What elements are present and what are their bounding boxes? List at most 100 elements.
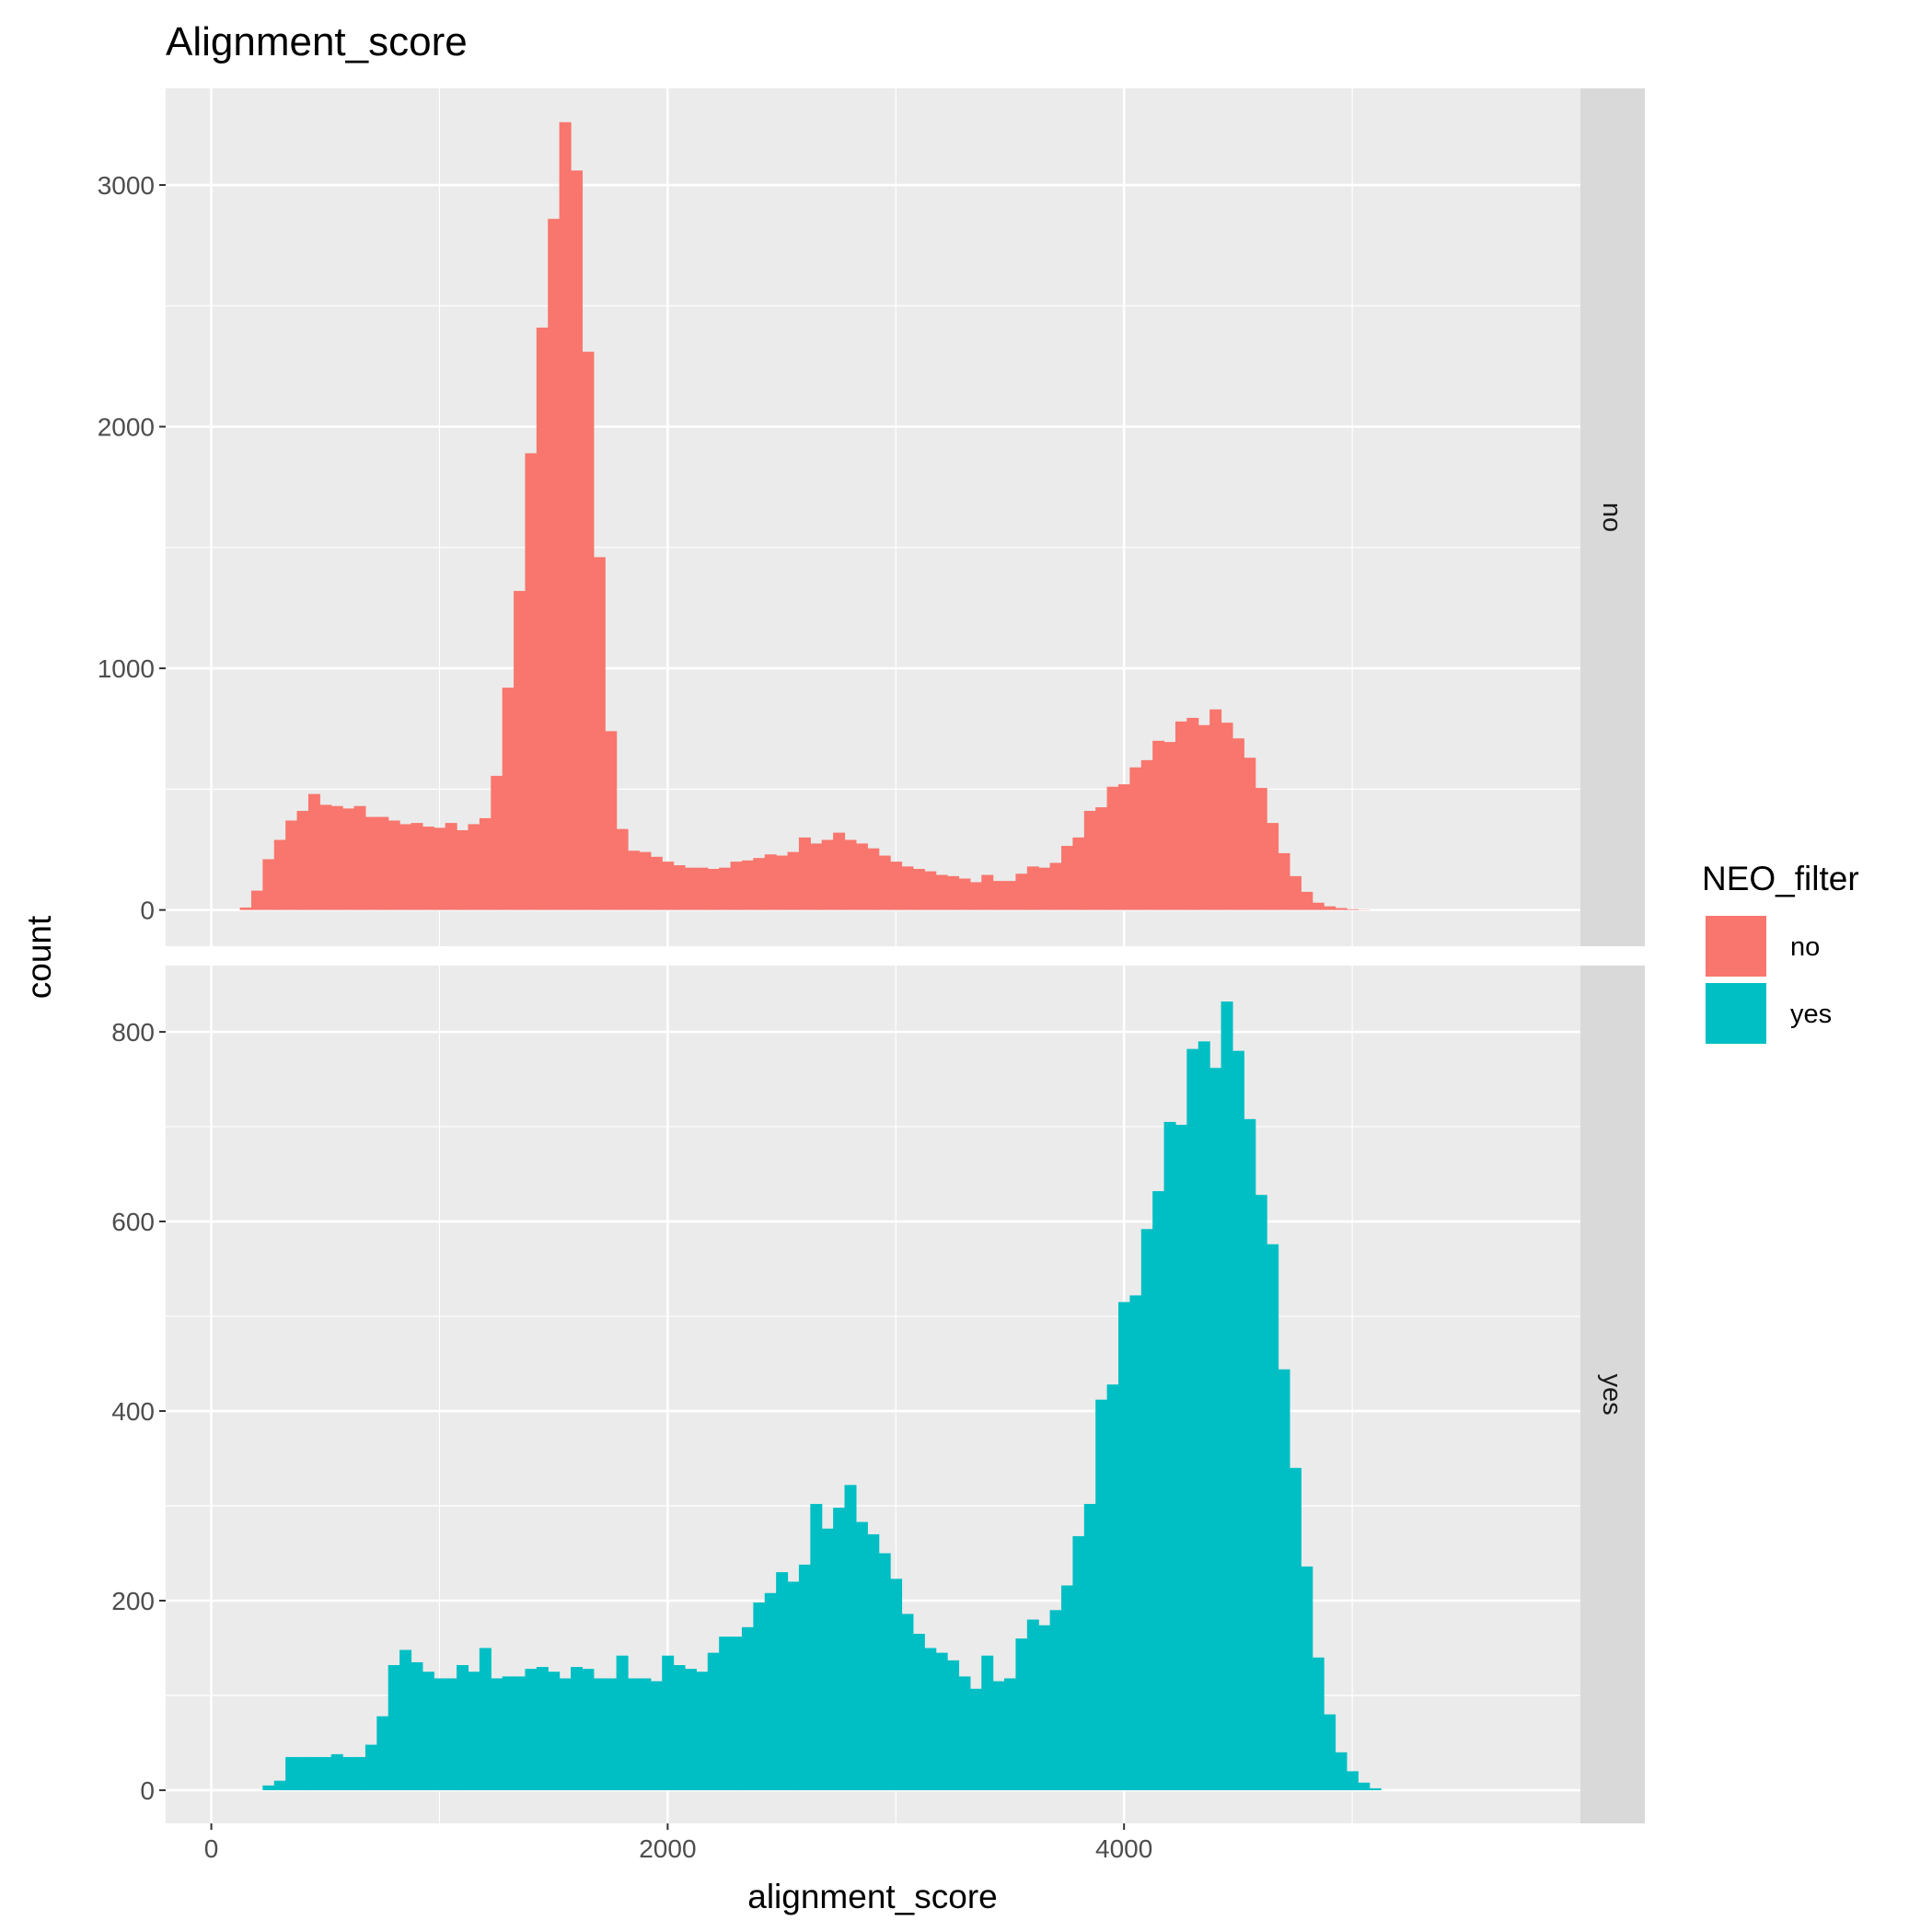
histogram-bar — [411, 1661, 423, 1790]
histogram-bar — [364, 1744, 377, 1790]
histogram-bar — [1049, 1610, 1062, 1790]
histogram-bar — [1232, 738, 1244, 910]
histogram-bar — [1038, 1625, 1051, 1790]
histogram-bar — [1026, 1619, 1039, 1790]
histogram-bar — [1049, 862, 1062, 910]
histogram-bar — [1083, 810, 1096, 910]
histogram-bar — [468, 824, 480, 910]
histogram-bar — [1346, 908, 1359, 910]
histogram-bar — [764, 1592, 777, 1790]
histogram-bar — [1278, 852, 1290, 910]
x-tick-label: 4000 — [1095, 1834, 1152, 1863]
histogram-bar — [434, 827, 446, 910]
histogram-bar — [1358, 1782, 1371, 1790]
x-tick-label: 0 — [204, 1834, 219, 1863]
histogram-bar — [833, 1508, 846, 1790]
histogram-bars-yes — [262, 1001, 1382, 1790]
histogram-bar — [1083, 1503, 1096, 1790]
histogram-bar — [445, 823, 457, 910]
histogram-bar — [1186, 1048, 1199, 1790]
chart-title: Alignment_score — [166, 19, 468, 64]
histogram-bar — [1369, 1787, 1382, 1790]
histogram-bar — [262, 859, 275, 910]
histogram-bar — [1197, 724, 1210, 910]
histogram-bar — [639, 1678, 652, 1790]
histogram-bar — [947, 875, 960, 910]
histogram-bar — [821, 839, 834, 910]
histogram-bar — [992, 1681, 1005, 1790]
histogram-bar — [650, 1681, 663, 1790]
histogram-bar — [935, 874, 948, 910]
histogram-bar — [798, 1564, 811, 1790]
histogram-bar — [273, 839, 286, 910]
histogram-bar — [810, 843, 823, 910]
histogram-bar — [593, 557, 606, 910]
histogram-bar — [1244, 1118, 1256, 1790]
x-axis-ticks: 0 2000 4000 — [204, 1823, 1152, 1863]
histogram-bar — [536, 327, 549, 910]
histogram-bar — [1324, 1714, 1336, 1790]
histogram-bar — [844, 839, 857, 910]
histogram-bar — [1072, 837, 1085, 910]
histogram-bar — [571, 170, 584, 910]
histogram-bar — [376, 1716, 389, 1790]
histogram-bar — [536, 1667, 549, 1790]
histogram-bar — [673, 865, 686, 910]
histogram-bar — [559, 121, 572, 910]
legend-label-yes: yes — [1790, 1000, 1832, 1029]
histogram-bar — [548, 218, 561, 910]
histogram-bar — [650, 856, 663, 910]
histogram-bar — [273, 1780, 286, 1790]
histogram-bar — [798, 837, 811, 910]
histogram-bar — [684, 867, 697, 910]
histogram-bar — [411, 823, 423, 910]
strip-label-yes: yes — [1597, 1373, 1626, 1415]
histogram-bar — [605, 1678, 618, 1790]
histogram-bar — [1346, 1771, 1359, 1790]
histogram-bar — [307, 793, 320, 910]
histogram-bar — [548, 1672, 561, 1790]
facet-panel-no: 0 1000 2000 3000 no — [98, 88, 1645, 946]
histogram-bar — [1095, 807, 1108, 910]
histogram-bar — [1015, 873, 1028, 910]
histogram-bar — [1152, 740, 1165, 910]
x-axis-title: alignment_score — [747, 1878, 997, 1915]
histogram-bar — [1163, 742, 1176, 910]
histogram-bar — [1129, 1295, 1142, 1790]
histogram-bar — [855, 843, 868, 910]
histogram-bar — [764, 854, 777, 910]
histogram-bar — [890, 1579, 903, 1790]
histogram-bar — [1312, 902, 1325, 910]
legend-key-no — [1706, 916, 1766, 977]
histogram-bar — [1267, 823, 1279, 910]
histogram-bar — [707, 1652, 720, 1790]
histogram-bar — [730, 862, 743, 910]
histogram-bar — [1004, 881, 1017, 910]
y-tick-label: 3000 — [98, 171, 155, 200]
histogram-bar — [1221, 723, 1233, 910]
histogram-bar — [628, 850, 640, 910]
legend-title: NEO_filter — [1702, 860, 1859, 897]
histogram-bar — [1301, 891, 1313, 910]
histogram-bar — [342, 808, 355, 910]
histogram-bar — [330, 805, 343, 910]
histogram-bar — [730, 1637, 743, 1790]
histogram-bar — [616, 828, 629, 910]
histogram-bar — [1026, 866, 1039, 910]
histogram-bar — [1015, 1638, 1028, 1790]
histogram-bar — [605, 731, 618, 910]
histogram-bar — [1038, 867, 1051, 910]
y-tick-label: 400 — [111, 1397, 155, 1426]
histogram-bar — [1209, 1068, 1222, 1790]
histogram-bar — [1221, 1001, 1233, 1790]
histogram-bar — [468, 1672, 480, 1790]
histogram-bar — [707, 868, 720, 910]
histogram-bar — [1095, 1399, 1108, 1790]
y-axis-ticks-no: 0 1000 2000 3000 — [98, 171, 166, 925]
legend-label-no: no — [1790, 932, 1820, 962]
histogram-bar — [1117, 1301, 1130, 1790]
histogram-bar — [787, 851, 800, 910]
histogram-bar — [981, 1655, 994, 1790]
histogram-bar — [342, 1756, 355, 1790]
histogram-bar — [445, 1678, 457, 1790]
